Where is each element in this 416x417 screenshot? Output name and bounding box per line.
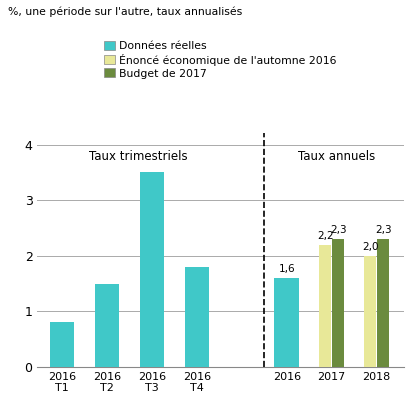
- Bar: [95, 284, 119, 367]
- Text: 2,2: 2,2: [317, 231, 334, 241]
- Bar: [364, 256, 376, 367]
- Bar: [332, 239, 344, 367]
- Text: Taux annuels: Taux annuels: [297, 150, 375, 163]
- Bar: [377, 239, 389, 367]
- Text: %, une période sur l'autre, taux annualisés: %, une période sur l'autre, taux annuali…: [8, 6, 243, 17]
- Text: 2,3: 2,3: [330, 225, 347, 235]
- Bar: [140, 172, 164, 367]
- Bar: [275, 278, 299, 367]
- Text: 2,3: 2,3: [375, 225, 391, 235]
- Bar: [185, 267, 209, 367]
- Bar: [319, 245, 331, 367]
- Bar: [50, 322, 74, 367]
- Text: 1,6: 1,6: [278, 264, 295, 274]
- Text: Taux trimestriels: Taux trimestriels: [89, 150, 188, 163]
- Text: 2,0: 2,0: [362, 242, 378, 252]
- Legend: Données réelles, Énoncé économique de l'automne 2016, Budget de 2017: Données réelles, Énoncé économique de l'…: [104, 41, 337, 79]
